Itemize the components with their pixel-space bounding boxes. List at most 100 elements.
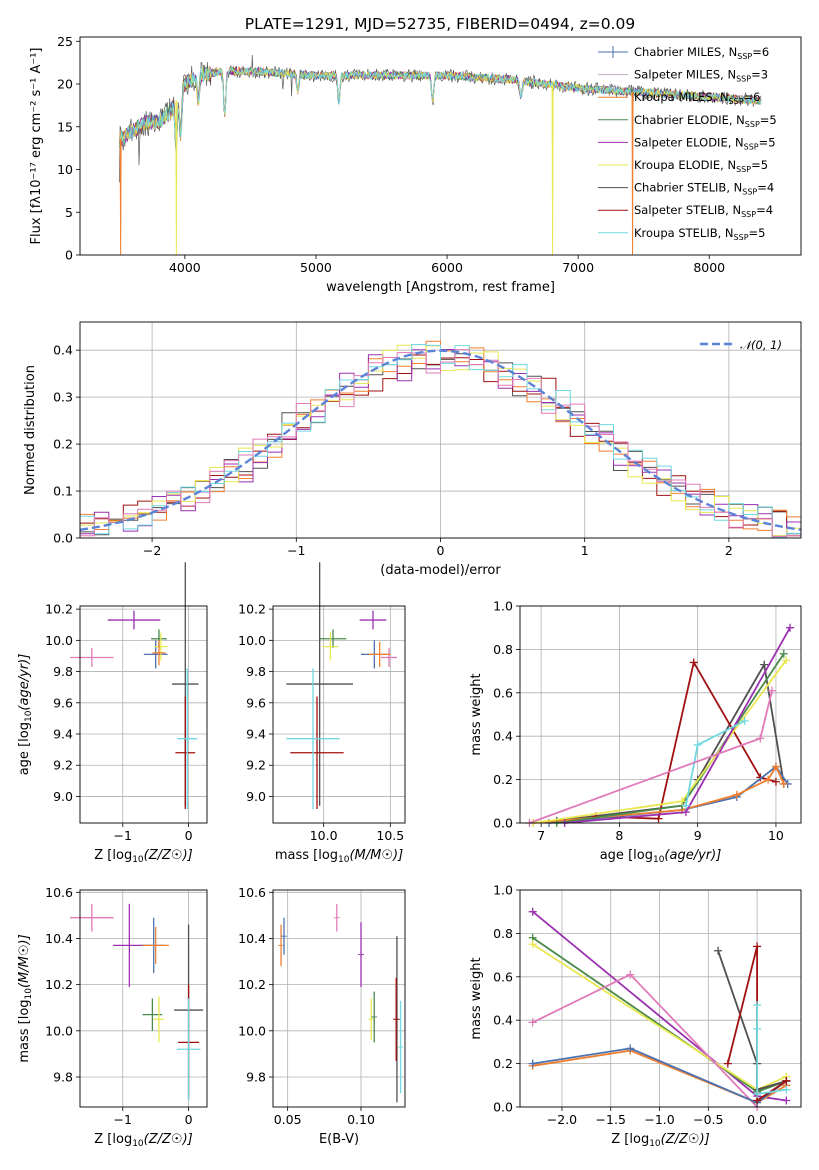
legend-subscript: SSP	[745, 120, 760, 129]
massweight-marker	[764, 775, 773, 784]
y-tick-label: 9.8	[53, 664, 73, 679]
x-tick-label: −1.5	[596, 1112, 626, 1127]
massweight-marker	[768, 686, 777, 695]
y-tick-label: 1.0	[493, 599, 513, 614]
plot-frame	[79, 889, 208, 1108]
spectrum-panel: 4000 5000 6000 7000 8000 0 5 10 15 20 25 wavelength…	[29, 34, 802, 295]
axis-subscript: 10	[653, 855, 665, 865]
massweight-marker	[771, 777, 780, 786]
legend-subscript: SSP	[741, 210, 756, 219]
legend-subscript: SSP	[744, 142, 759, 151]
age-vs-Z-panel: −1 0 9.0 9.2 9.4 9.6 9.8 10.0 10.2 Z [log10(Z/Z☉)…	[17, 562, 208, 865]
errorbar-points	[70, 562, 199, 809]
y-tick-label: 10.2	[45, 977, 73, 992]
legend-label: Chabrier MILES, NSSP=6	[634, 45, 769, 61]
axis-subscript: 10	[132, 1139, 144, 1149]
x-tick-label: 0.05	[274, 1112, 302, 1127]
mass-vs-Z-panel: −1 0 9.8 10.0 10.2 10.4 10.6 Z [log10(Z/Z☉)] mas…	[17, 885, 208, 1149]
axis-label-rest: (age/yr)]	[664, 848, 721, 863]
legend-label: Chabrier STELIB, NSSP=4	[634, 181, 774, 197]
massweight-lines	[525, 623, 795, 827]
y-axis-label: mass weight	[469, 957, 484, 1039]
plot-frame	[79, 36, 802, 256]
massweight-marker	[732, 790, 741, 799]
massweight-lines	[528, 907, 791, 1111]
legend-subscript: SSP	[729, 97, 744, 106]
spectrum-series-line	[118, 66, 762, 150]
x-tick-label: 7000	[562, 260, 594, 275]
massweight-marker	[782, 1085, 791, 1094]
y-tick-label: 15	[57, 119, 73, 134]
y-tick-label: 9.0	[53, 789, 73, 804]
massweight-vs-age-panel: 7 8 9 10 0.0 0.2 0.4 0.6 0.8 1.0 age [log10(age/yr…	[469, 599, 802, 865]
massweight-marker	[771, 762, 780, 771]
legend-subscript: SSP	[742, 188, 757, 197]
x-axis-label: wavelength [Angstrom, rest frame]	[326, 280, 555, 295]
x-tick-label: −1	[114, 1112, 132, 1127]
x-tick-label: 0	[437, 543, 445, 558]
y-tick-label: 10.0	[238, 633, 266, 648]
legend-count: =4	[757, 181, 774, 195]
y-tick-label: 0.6	[493, 969, 513, 984]
y-tick-label: 1.0	[493, 883, 513, 898]
axis-subscript: 10	[24, 710, 34, 722]
massweight-marker	[786, 623, 795, 632]
legend-subscript: SSP	[734, 233, 749, 242]
y-tick-label: 5	[65, 205, 73, 220]
axis-label-rest: (age/yr)]	[17, 654, 32, 711]
errorbar-points	[278, 903, 404, 1103]
x-tick-label: 0	[185, 1112, 193, 1127]
x-tick-label: 0	[185, 828, 193, 843]
spectrum-drop-line	[631, 91, 634, 255]
y-tick-label: 10.0	[45, 1023, 73, 1038]
y-tick-label: 25	[57, 34, 73, 49]
plot-frame	[272, 605, 406, 824]
legend-count: =6	[744, 90, 761, 104]
legend-subscript: SSP	[736, 165, 751, 174]
y-tick-label: 0.3	[53, 390, 73, 405]
y-tick-label: 10.2	[238, 977, 266, 992]
massweight-marker	[760, 660, 769, 669]
massweight-marker	[681, 801, 690, 810]
legend-count: =6	[752, 45, 769, 59]
legend-label: 𝒩(0, 1)	[740, 338, 782, 352]
errorbar-points	[286, 562, 397, 809]
y-tick-label: 9.0	[246, 789, 266, 804]
y-tick-label: 9.8	[53, 1069, 73, 1084]
legend-label: Kroupa ELODIE, NSSP=5	[634, 158, 768, 174]
massweight-marker	[528, 940, 537, 949]
x-axis-label: mass [log10(M/M☉)]	[275, 848, 403, 865]
legend-subscript: SSP	[736, 75, 751, 84]
x-tick-label: 5000	[300, 260, 332, 275]
y-tick-label: 9.8	[246, 664, 266, 679]
x-tick-label: 4000	[169, 260, 201, 275]
massweight-marker	[782, 1096, 791, 1105]
y-tick-label: 9.6	[246, 695, 266, 710]
massweight-series-line	[756, 1005, 787, 1096]
y-tick-label: 9.2	[246, 758, 266, 773]
y-tick-label: 0.6	[493, 685, 513, 700]
histogram-step-line	[80, 344, 801, 538]
legend-subscript: SSP	[737, 52, 752, 61]
massweight-marker	[626, 1044, 635, 1053]
axis-label-rest: (M/M☉)]	[17, 934, 32, 988]
x-tick-label: 7	[537, 828, 545, 843]
y-tick-label: 0.2	[493, 1056, 513, 1071]
massweight-marker	[782, 656, 791, 665]
y-tick-label: 0.0	[493, 816, 513, 831]
y-tick-label: 0.4	[493, 729, 513, 744]
massweight-marker	[626, 970, 635, 979]
spectrum-drop-line	[175, 100, 178, 255]
legend-label: Salpeter MILES, NSSP=3	[634, 68, 768, 84]
gaussian-curve	[80, 349, 801, 531]
axis-label-rest: (Z/Z☉)]	[661, 1132, 710, 1147]
y-tick-label: 9.8	[246, 1069, 266, 1084]
y-tick-label: 0.8	[493, 642, 513, 657]
x-axis-label: Z [log10(Z/Z☉)]	[94, 848, 192, 865]
massweight-marker	[753, 942, 762, 951]
x-tick-label: −1	[287, 543, 305, 558]
massweight-series-line	[533, 764, 785, 824]
y-tick-label: 10.4	[45, 931, 73, 946]
massweight-marker	[693, 740, 702, 749]
